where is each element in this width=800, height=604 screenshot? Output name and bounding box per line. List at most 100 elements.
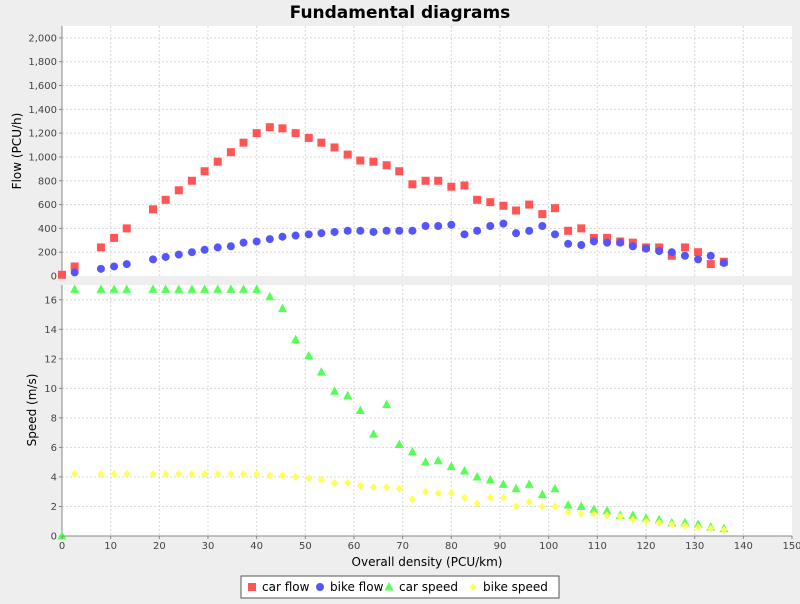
bike-flow-point xyxy=(680,251,689,260)
x-tick-label: 0 xyxy=(59,541,65,552)
bike-flow-point xyxy=(356,226,365,235)
car-speed-point xyxy=(459,466,469,475)
car-speed-point xyxy=(446,461,456,471)
car-flow-point xyxy=(460,181,469,190)
car-flow-point xyxy=(343,150,352,159)
car-speed-point xyxy=(343,390,353,400)
bike-speed-point xyxy=(629,515,637,524)
bike-speed-point xyxy=(253,469,261,478)
bike-flow-point xyxy=(149,255,158,264)
x-tick-label: 30 xyxy=(202,541,215,552)
car-flow-point xyxy=(369,157,378,166)
legend-marker-bike-speed xyxy=(469,583,477,591)
car-speed-point xyxy=(550,483,560,493)
flow-plot-background xyxy=(62,26,792,276)
car-flow-point xyxy=(291,129,300,138)
bike-speed-point xyxy=(590,509,598,518)
car-flow-point xyxy=(706,260,715,269)
x-tick-label: 80 xyxy=(445,541,458,552)
car-speed-point xyxy=(161,284,171,293)
bike-flow-point xyxy=(421,222,430,230)
x-tick-label: 140 xyxy=(734,541,753,552)
car-speed-point xyxy=(291,334,301,344)
bike-speed-point xyxy=(110,469,118,478)
bike-speed-point xyxy=(707,524,715,533)
car-flow-point xyxy=(694,248,703,257)
bike-speed-point xyxy=(655,518,663,527)
bike-speed-point xyxy=(577,509,585,518)
x-tick-label: 60 xyxy=(348,541,361,552)
bike-flow-point xyxy=(96,264,105,273)
bike-flow-point xyxy=(304,230,313,239)
car-speed-point xyxy=(122,284,132,293)
bike-flow-point xyxy=(550,230,559,239)
bike-speed-point xyxy=(123,469,131,478)
car-flow-point xyxy=(278,124,287,133)
bike-flow-point xyxy=(525,226,534,235)
x-axis: 0 10 20 30 40 50 60 70 80 90 100 110 120 130 140 150 xyxy=(59,535,800,552)
car-flow-point xyxy=(538,210,547,219)
bike-speed-point xyxy=(344,478,352,487)
flow-y-tick-label: 400 xyxy=(38,224,57,235)
bike-speed-point xyxy=(720,526,728,535)
car-speed-point xyxy=(96,284,106,293)
car-flow-point xyxy=(603,233,612,242)
legend-item-bike-flow: bike flow xyxy=(316,580,384,594)
speed-y-tick-label: 6 xyxy=(51,443,57,454)
legend-label-car-flow: car flow xyxy=(262,580,310,594)
bike-flow-point xyxy=(239,238,248,247)
legend-label-bike-flow: bike flow xyxy=(330,580,384,594)
car-flow-point xyxy=(317,138,326,147)
car-speed-point xyxy=(226,284,236,293)
bike-speed-point xyxy=(214,469,222,478)
car-speed-point xyxy=(576,501,586,510)
flow-y-tick-label: 1,200 xyxy=(28,129,57,140)
bike-flow-point xyxy=(486,222,495,230)
car-speed-point xyxy=(213,284,223,293)
flow-y-tick-label: 800 xyxy=(38,176,57,187)
car-speed-point xyxy=(472,471,482,481)
bike-flow-point xyxy=(122,260,131,269)
bike-flow-point xyxy=(512,229,521,238)
car-flow-point xyxy=(174,186,183,195)
bike-flow-point xyxy=(447,220,456,229)
bike-speed-point xyxy=(383,483,391,492)
bike-speed-point xyxy=(292,472,300,481)
bike-flow-point xyxy=(200,245,209,254)
bike-flow-point xyxy=(460,230,469,239)
bike-speed-point xyxy=(266,471,274,480)
car-speed-point xyxy=(148,284,158,293)
legend-item-car-speed: car speed xyxy=(384,580,458,594)
bike-speed-point xyxy=(71,469,79,478)
flow-y-tick-label: 600 xyxy=(38,200,57,211)
car-flow-point xyxy=(564,226,573,235)
x-tick-label: 50 xyxy=(299,541,312,552)
car-speed-point xyxy=(304,350,314,360)
bike-flow-point xyxy=(330,227,339,236)
bike-speed-point xyxy=(512,502,520,511)
legend-box xyxy=(240,575,560,599)
bike-speed-point xyxy=(681,521,689,530)
bike-speed-point xyxy=(278,471,286,480)
bike-speed-point xyxy=(564,508,572,517)
car-flow-point xyxy=(187,176,196,185)
bike-speed-point xyxy=(240,469,248,478)
bike-speed-point xyxy=(499,493,507,502)
car-flow-point xyxy=(70,262,79,271)
car-speed-point xyxy=(602,505,612,515)
flow-y-tick-label: 200 xyxy=(38,248,57,259)
bike-flow-point xyxy=(655,247,664,255)
speed-plot-background xyxy=(62,285,792,536)
legend-item-bike-speed: bike speed xyxy=(469,580,548,594)
car-flow-point xyxy=(512,206,521,215)
flow-y-tick-label: 1,800 xyxy=(28,57,57,68)
bike-speed-point xyxy=(162,469,170,478)
bike-flow-point xyxy=(694,255,703,264)
x-tick-label: 10 xyxy=(104,541,117,552)
speed-y-tick-label: 14 xyxy=(44,325,57,336)
car-flow-point xyxy=(213,157,222,166)
bike-flow-point xyxy=(538,222,547,230)
speed-y-axis-label: Speed (m/s) xyxy=(25,374,39,447)
flow-data-points xyxy=(58,123,728,279)
car-flow-point xyxy=(110,233,119,242)
